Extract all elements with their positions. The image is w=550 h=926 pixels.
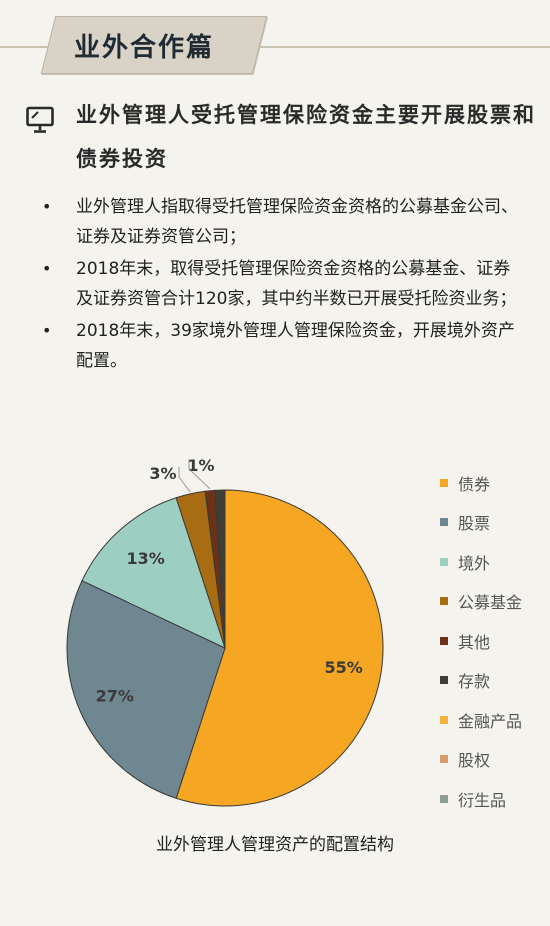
legend-label: 股票 [458, 514, 491, 534]
bullet-dot: • [42, 321, 52, 340]
monitor-icon [26, 106, 54, 133]
legend-swatch [440, 715, 448, 724]
data-label-公募基金: 3% [149, 464, 176, 483]
legend-item-境外: 境外 [440, 542, 550, 582]
bullet-text: 业外管理人指取得受托管理保险资金资格的公募基金公司、证券及证券资管公司； [76, 197, 518, 247]
legend-item-公募基金: 公募基金 [440, 582, 550, 622]
chart-title: 业外管理人管理资产的配置结构 [156, 835, 394, 855]
data-label-其他: 1% [187, 456, 214, 475]
legend-swatch [440, 478, 448, 487]
legend-label: 股权 [458, 751, 491, 771]
bullet-text: 2018年末，取得受托管理保险资金资格的公募基金、证券及证券资管合计120家，其… [76, 259, 517, 309]
legend-swatch [440, 557, 448, 566]
bullet-item: • 2018年末，取得受托管理保险资金资格的公募基金、证券及证券资管合计120家，… [40, 254, 520, 314]
legend-item-衍生品: 衍生品 [440, 779, 550, 819]
legend-item-债券: 债券 [440, 463, 550, 503]
legend-item-股票: 股票 [440, 503, 550, 543]
legend-label: 境外 [458, 553, 491, 573]
legend-swatch [440, 755, 448, 764]
chart-legend: 债券股票境外公募基金其他存款金融产品股权衍生品 [440, 463, 550, 819]
pie-slice-存款 [214, 489, 226, 649]
data-label-股票: 27% [96, 687, 134, 706]
bullet-text: 2018年末，39家境外管理人管理保险资金，开展境外资产配置。 [76, 321, 515, 371]
banner-divider-line [0, 46, 550, 48]
section-heading: 业外管理人受托管理保险资金主要开展股票和债券投资 [76, 103, 536, 171]
bullet-item: • 2018年末，39家境外管理人管理保险资金，开展境外资产配置。 [40, 316, 520, 376]
legend-label: 衍生品 [458, 790, 507, 810]
legend-label: 金融产品 [458, 711, 523, 731]
pie-slice-境外 [81, 497, 226, 649]
legend-swatch [440, 518, 448, 527]
bullet-dot: • [42, 197, 52, 216]
legend-label: 债券 [458, 474, 491, 494]
legend-swatch [440, 794, 448, 803]
leader-line-其他 [188, 459, 211, 490]
bullet-dot: • [42, 259, 52, 278]
bullet-item: • 业外管理人指取得受托管理保险资金资格的公募基金公司、证券及证券资管公司； [40, 192, 520, 252]
legend-swatch [440, 676, 448, 685]
pie-chart: 55% 27% 13% 3% 1% [66, 456, 384, 807]
legend-label: 公募基金 [458, 593, 523, 613]
data-label-境外: 13% [126, 549, 164, 568]
data-label-债券: 55% [324, 658, 362, 677]
leader-line-公募基金 [178, 467, 191, 493]
pie-slice-债券 [175, 489, 384, 807]
legend-label: 存款 [458, 672, 491, 692]
legend-item-存款: 存款 [440, 661, 550, 701]
legend-swatch [440, 597, 448, 606]
legend-label: 其他 [458, 632, 491, 652]
legend-item-其他: 其他 [440, 621, 550, 661]
legend-item-股权: 股权 [440, 740, 550, 780]
bullet-list: • 业外管理人指取得受托管理保险资金资格的公募基金公司、证券及证券资管公司； • 2… [40, 192, 520, 378]
section-title: 业外合作篇 [74, 33, 215, 63]
legend-item-金融产品: 金融产品 [440, 700, 550, 740]
legend-swatch [440, 636, 448, 645]
pie-slice-股票 [66, 580, 226, 799]
